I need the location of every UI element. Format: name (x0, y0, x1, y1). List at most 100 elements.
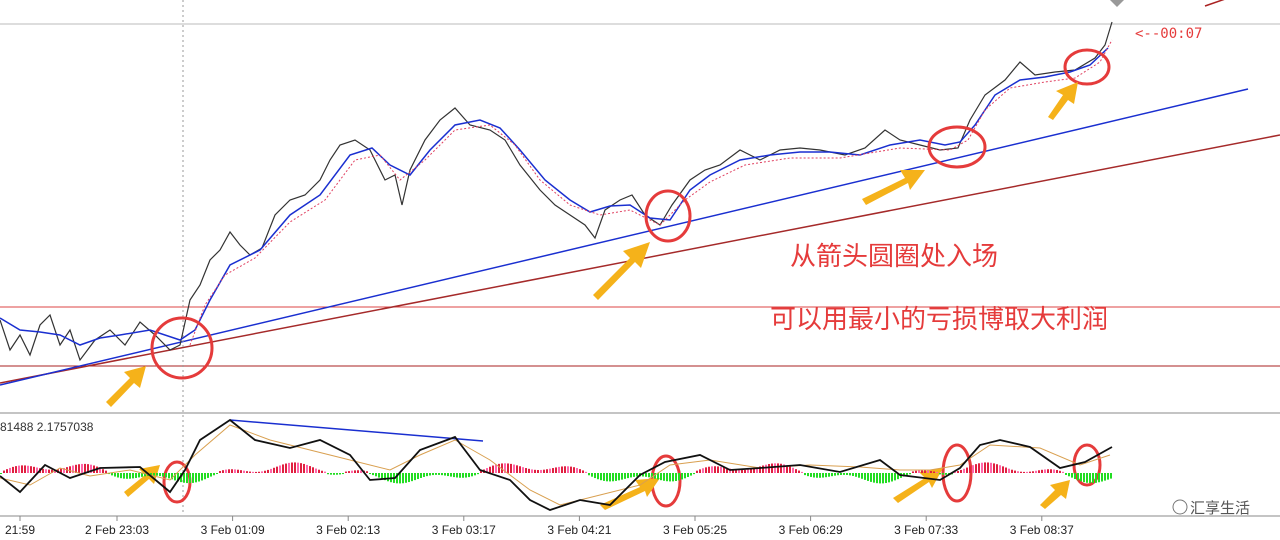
histogram-bar (429, 473, 431, 476)
histogram-bar (102, 469, 104, 473)
annotation: 可以用最小的亏损博取大利润 (770, 305, 1108, 335)
signal-line (0, 424, 1111, 506)
histogram-bar (519, 466, 521, 473)
histogram-bar (195, 473, 197, 483)
histogram-bar (450, 473, 452, 477)
histogram-bar (753, 468, 755, 473)
histogram-bar (831, 473, 833, 477)
histogram-bar (51, 469, 53, 473)
histogram-bar (78, 464, 80, 473)
histogram-bar (81, 463, 83, 473)
x-tick-label: 3 Feb 07:33 (894, 523, 958, 537)
histogram-bar (780, 463, 782, 473)
histogram-bar (225, 469, 227, 473)
histogram-bar (144, 473, 146, 477)
histogram-bar (651, 473, 653, 478)
histogram-bar (168, 473, 170, 479)
histogram-bar (231, 469, 233, 473)
histogram-bar (1005, 467, 1007, 473)
histogram-bar (1104, 473, 1106, 481)
histogram-bar (129, 473, 131, 479)
histogram-bar (312, 467, 314, 473)
histogram-bar (663, 473, 665, 481)
histogram-bar (879, 473, 881, 484)
histogram-bar (357, 470, 359, 473)
histogram-bar (471, 473, 473, 477)
histogram-bar (726, 467, 728, 473)
histogram-bar (270, 468, 272, 473)
histogram-bar (486, 468, 488, 473)
histogram-bar (345, 471, 347, 473)
histogram-bar (75, 464, 77, 473)
histogram-bar (180, 473, 182, 483)
histogram-bar (513, 464, 515, 473)
histogram-bar (219, 470, 221, 473)
histogram-bar (150, 473, 152, 476)
histogram-bar (849, 473, 851, 476)
histogram-bar (882, 473, 884, 484)
histogram-bar (21, 465, 23, 473)
histogram-bar (795, 469, 797, 473)
histogram-bar (1089, 473, 1091, 484)
histogram-bar (750, 468, 752, 473)
histogram-bar (327, 473, 329, 475)
histogram-bar (906, 473, 908, 476)
histogram-bar (336, 473, 338, 475)
histogram-bar (987, 462, 989, 473)
histogram-bar (1050, 469, 1052, 473)
histogram-bar (591, 473, 593, 477)
histogram-bar (507, 463, 509, 473)
histogram-bar (735, 469, 737, 473)
histogram-bar (792, 467, 794, 473)
histogram-bar (915, 470, 917, 473)
histogram-bar (87, 464, 89, 473)
histogram-bar (993, 463, 995, 473)
histogram-bar (762, 465, 764, 473)
histogram-bar (1056, 470, 1058, 473)
histogram-bar (1074, 473, 1076, 479)
histogram-bar (558, 466, 560, 473)
histogram-bar (579, 469, 581, 473)
histogram-bar (972, 465, 974, 473)
histogram-bar (1092, 473, 1094, 484)
histogram-bar (738, 469, 740, 473)
x-tick-label: 21:59 (5, 523, 35, 537)
histogram-bar (867, 473, 869, 481)
histogram-bar (555, 467, 557, 473)
histogram-bar (840, 473, 842, 475)
trend-line (1204, 0, 1225, 7)
histogram-bar (924, 470, 926, 473)
histogram-bar (888, 473, 890, 483)
histogram-bar (171, 473, 173, 480)
histogram-bar (42, 468, 44, 473)
histogram-bar (1047, 469, 1049, 473)
histogram-bar (957, 470, 959, 473)
histogram-bar (342, 473, 344, 475)
histogram-bar (585, 471, 587, 473)
histogram-bar (276, 466, 278, 473)
histogram-bar (771, 463, 773, 473)
watermark-icon (1172, 499, 1188, 515)
histogram-bar (15, 466, 17, 473)
histogram-bar (564, 466, 566, 473)
histogram-bar (582, 470, 584, 473)
histogram-bar (111, 473, 113, 476)
histogram-bar (3, 470, 5, 473)
histogram-bar (453, 473, 455, 478)
histogram-bar (801, 471, 803, 473)
histogram-bar (30, 466, 32, 473)
x-tick-label: 3 Feb 03:17 (432, 523, 496, 537)
histogram-bar (861, 473, 863, 479)
histogram-bar (417, 473, 419, 480)
histogram-bar (930, 470, 932, 473)
x-tick-label: 3 Feb 02:13 (316, 523, 380, 537)
histogram-bar (537, 469, 539, 473)
histogram-bar (243, 470, 245, 473)
histogram-bar (183, 473, 185, 483)
histogram-bar (432, 473, 434, 476)
histogram-bar (624, 473, 626, 479)
histogram-bar (213, 473, 215, 476)
histogram-bar (261, 471, 263, 473)
histogram-bar (318, 469, 320, 473)
histogram-bar (474, 473, 476, 476)
